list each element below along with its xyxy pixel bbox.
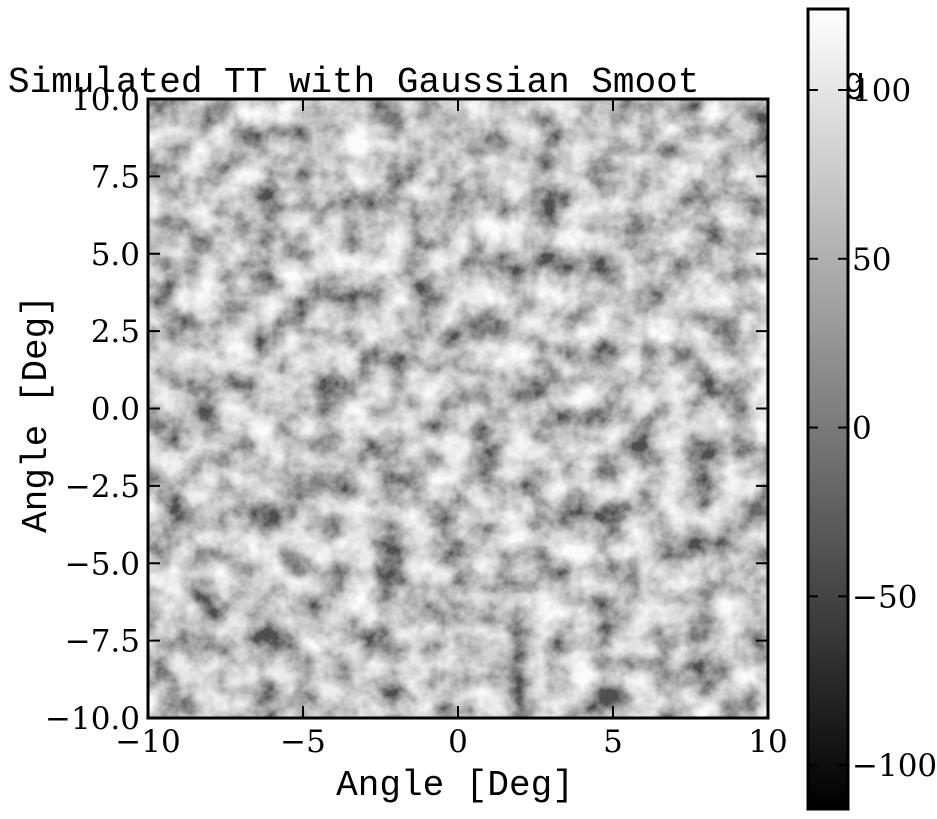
x-tick-label: 0 (448, 724, 468, 760)
heatmap-image (148, 99, 768, 718)
y-tick-label: 5.0 (91, 237, 140, 273)
y-ticks: −10.0 −7.5 −5.0 −2.5 0.0 2.5 5.0 7.5 10.0 (45, 82, 768, 737)
colorbar-ticks: −100 −50 0 50 100 (808, 73, 937, 784)
y-tick-label: −10.0 (45, 701, 140, 737)
y-tick-label: −2.5 (65, 469, 140, 505)
chart-title: Simulated TT with Gaussian Smoot (8, 62, 699, 103)
x-tick-label: −5 (280, 724, 326, 760)
y-tick-label: 7.5 (91, 159, 140, 195)
x-axis-label: Angle [Deg] (336, 765, 574, 806)
colorbar (806, 7, 850, 811)
y-tick-label: −7.5 (65, 624, 140, 660)
colorbar-tick-label: −50 (852, 579, 917, 615)
x-tick-label: 5 (603, 724, 623, 760)
y-tick-label: 2.5 (91, 314, 140, 350)
y-axis-label: Angle [Deg] (16, 295, 57, 533)
colorbar-tick-label: 0 (852, 411, 872, 447)
colorbar-tick-label: 100 (852, 73, 911, 109)
x-tick-label: −10 (115, 724, 180, 760)
colorbar-tick-label: −100 (852, 748, 937, 784)
x-tick-label: 10 (748, 724, 787, 760)
y-tick-label: −5.0 (65, 546, 140, 582)
colorbar-tick-label: 50 (852, 242, 891, 278)
y-tick-label: 10.0 (71, 82, 140, 118)
y-tick-label: 0.0 (91, 392, 140, 428)
x-ticks: −10 −5 0 5 10 (115, 99, 788, 760)
